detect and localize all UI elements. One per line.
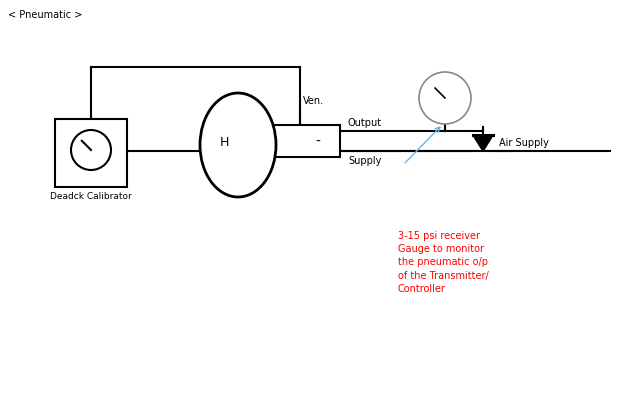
Polygon shape bbox=[473, 136, 493, 151]
Text: -: - bbox=[316, 135, 321, 149]
Bar bbox=[210, 126, 340, 158]
Text: Air Supply: Air Supply bbox=[499, 138, 549, 148]
Text: FT PD⁻: FT PD⁻ bbox=[225, 170, 260, 179]
Text: 3-15 psi receiver
Gauge to monitor
the pneumatic o/p
of the Transmitter/
Control: 3-15 psi receiver Gauge to monitor the p… bbox=[398, 230, 489, 293]
Bar bbox=[55, 120, 127, 188]
Circle shape bbox=[419, 73, 471, 125]
Text: H: H bbox=[220, 135, 228, 148]
Text: < Pneumatic >: < Pneumatic > bbox=[8, 10, 83, 20]
Text: Supply: Supply bbox=[348, 156, 381, 166]
Ellipse shape bbox=[200, 94, 276, 198]
Text: Output: Output bbox=[348, 118, 382, 128]
Text: Ven.: Ven. bbox=[303, 96, 324, 106]
Circle shape bbox=[71, 131, 111, 171]
Text: Deadck Calibrator: Deadck Calibrator bbox=[50, 192, 132, 200]
